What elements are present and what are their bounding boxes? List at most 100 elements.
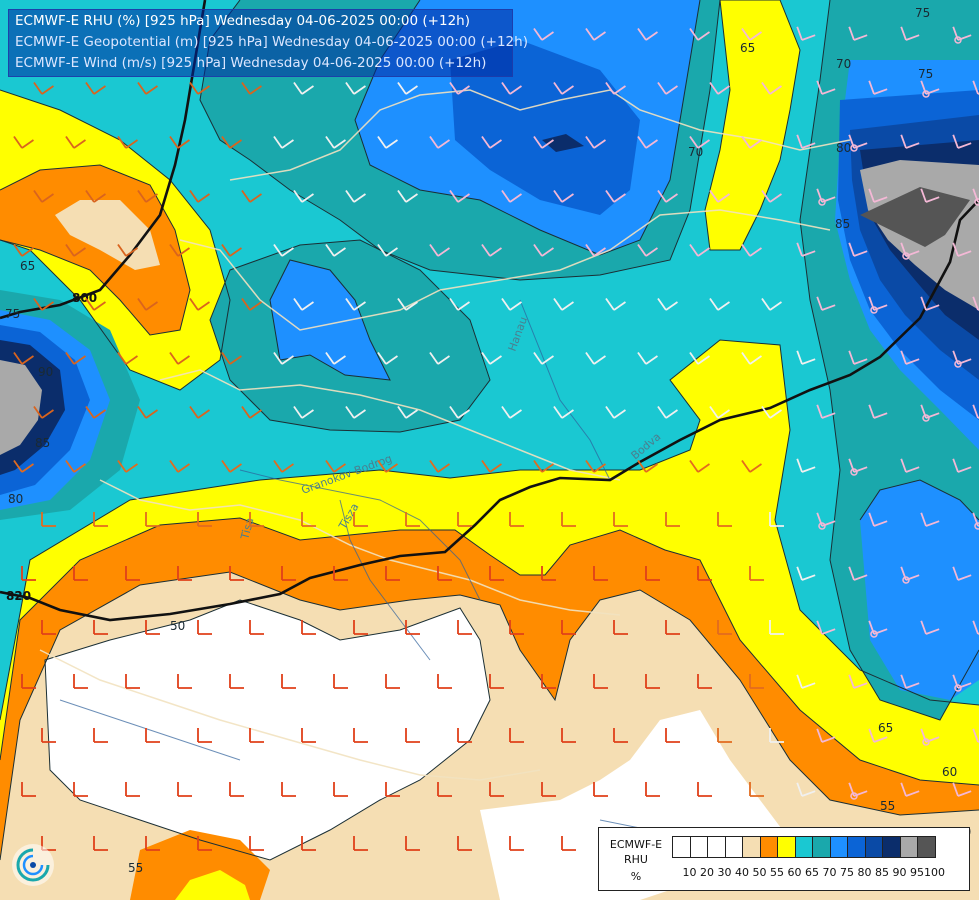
wind-barb-icon bbox=[281, 566, 296, 581]
wind-barb-icon bbox=[169, 244, 190, 257]
wind-barb-icon bbox=[93, 620, 108, 635]
wind-barb-icon bbox=[21, 674, 36, 689]
wind-barb-icon bbox=[709, 82, 730, 95]
contour-label: 75 bbox=[5, 307, 20, 321]
wind-barb-icon bbox=[221, 352, 242, 365]
wind-barb-icon bbox=[437, 782, 452, 797]
geopotential-contour-south bbox=[0, 199, 979, 622]
wind-barb-icon bbox=[553, 298, 574, 311]
wind-barb-icon bbox=[169, 460, 190, 473]
wind-barb-icon bbox=[952, 242, 972, 257]
legend-swatch bbox=[708, 836, 726, 858]
wind-barb-icon bbox=[325, 460, 346, 473]
wind-barb-icon bbox=[13, 460, 34, 473]
wind-barb-icon bbox=[345, 190, 366, 203]
wind-barb-icon bbox=[281, 674, 296, 689]
wind-barb-icon bbox=[952, 134, 972, 149]
wind-barb-icon bbox=[457, 728, 472, 743]
wind-barb-icon bbox=[249, 836, 264, 851]
wind-barb-icon bbox=[489, 782, 504, 797]
wind-barb-icon bbox=[93, 728, 108, 743]
wind-barb-icon bbox=[900, 782, 920, 797]
wind-barb-icon bbox=[657, 298, 678, 311]
legend-swatch bbox=[743, 836, 761, 858]
wind-barb-icon bbox=[437, 674, 452, 689]
wind-barb-icon bbox=[972, 620, 979, 635]
wind-barb-icon bbox=[301, 728, 316, 743]
wind-barb-icon bbox=[796, 458, 816, 473]
legend-tick: 85 bbox=[875, 866, 889, 879]
wind-barb-icon bbox=[900, 350, 920, 365]
wind-barb-icon bbox=[189, 298, 210, 311]
wind-barb-icon bbox=[301, 512, 316, 527]
wind-barb-icon bbox=[952, 458, 972, 473]
wind-barb-icon bbox=[353, 836, 368, 851]
wind-barb-icon bbox=[481, 136, 502, 149]
legend-tick: 50 bbox=[752, 866, 767, 879]
legend-variable: RHU bbox=[624, 853, 648, 866]
wind-barb-icon bbox=[920, 512, 940, 527]
wind-barb-icon bbox=[273, 460, 294, 473]
wind-barb-icon bbox=[796, 242, 816, 257]
wind-barb-icon bbox=[489, 566, 504, 581]
wind-barb-icon bbox=[41, 620, 56, 635]
legend-tick: 90 bbox=[892, 866, 907, 879]
wind-barb-icon bbox=[65, 244, 86, 257]
wind-barb-icon bbox=[645, 782, 660, 797]
wind-barb-icon bbox=[533, 460, 554, 473]
wind-barb-icon bbox=[613, 620, 628, 635]
wind-barb-icon bbox=[637, 244, 658, 257]
wind-barb-icon bbox=[509, 620, 524, 635]
wind-barb-icon bbox=[13, 244, 34, 257]
wind-barb-icon bbox=[229, 566, 244, 581]
wind-barb-icon bbox=[972, 728, 979, 743]
wind-barb-icon bbox=[645, 566, 660, 581]
wind-barb-icon bbox=[177, 782, 192, 797]
wind-barb-icon bbox=[481, 352, 502, 365]
legend-swatch bbox=[690, 836, 708, 858]
contour-label: 90 bbox=[38, 365, 53, 379]
wind-barb-icon bbox=[553, 190, 574, 203]
legend-swatch bbox=[813, 836, 831, 858]
wind-barb-icon bbox=[900, 674, 920, 689]
wind-barb-icon bbox=[333, 782, 348, 797]
contour-label: 50 bbox=[170, 619, 185, 633]
legend-tick: 10 bbox=[682, 866, 697, 879]
wind-barb-icon bbox=[125, 566, 140, 581]
wind-barb-icon bbox=[761, 190, 782, 203]
legend-tick: 100 bbox=[924, 866, 945, 879]
legend-swatch bbox=[830, 836, 848, 858]
wind-barb-icon bbox=[333, 674, 348, 689]
rhu-contour-lines bbox=[0, 0, 979, 861]
wind-barb-icon bbox=[345, 406, 366, 419]
wind-barb-icon bbox=[769, 620, 784, 635]
rhu-area-tan-northwest bbox=[55, 200, 160, 270]
wind-barb-icon bbox=[920, 728, 940, 746]
wind-barb-icon bbox=[145, 836, 160, 851]
wind-barb-icon bbox=[457, 836, 472, 851]
wind-barb-icon bbox=[481, 460, 502, 473]
wind-barb-icon bbox=[689, 244, 710, 257]
wind-barb-icon bbox=[900, 26, 920, 41]
wind-barb-icon bbox=[73, 566, 88, 581]
legend-tick: 65 bbox=[805, 866, 819, 879]
wind-barb-icon bbox=[273, 136, 294, 149]
wind-barb-icon bbox=[405, 728, 420, 743]
wind-barb-icon bbox=[137, 82, 158, 95]
wind-barb-icon bbox=[249, 512, 264, 527]
wind-barb-icon bbox=[697, 782, 712, 797]
wind-barb-icon bbox=[900, 566, 920, 584]
rhu-area-yellow-northeast bbox=[705, 0, 800, 250]
wind-barb-icon bbox=[709, 190, 730, 203]
wind-barb-icon bbox=[553, 82, 574, 95]
contour-label: 60 bbox=[942, 765, 957, 779]
wind-barb-icon bbox=[241, 406, 262, 419]
map-title-box: ECMWF-E RHU (%) [925 hPa] Wednesday 04-0… bbox=[8, 9, 528, 77]
wind-barb-icon bbox=[709, 406, 730, 419]
wind-barbs bbox=[13, 26, 979, 851]
wind-barb-icon bbox=[561, 728, 576, 743]
wind-barb-icon bbox=[593, 566, 608, 581]
wind-barb-icon bbox=[541, 566, 556, 581]
wind-barb-icon bbox=[137, 298, 158, 311]
